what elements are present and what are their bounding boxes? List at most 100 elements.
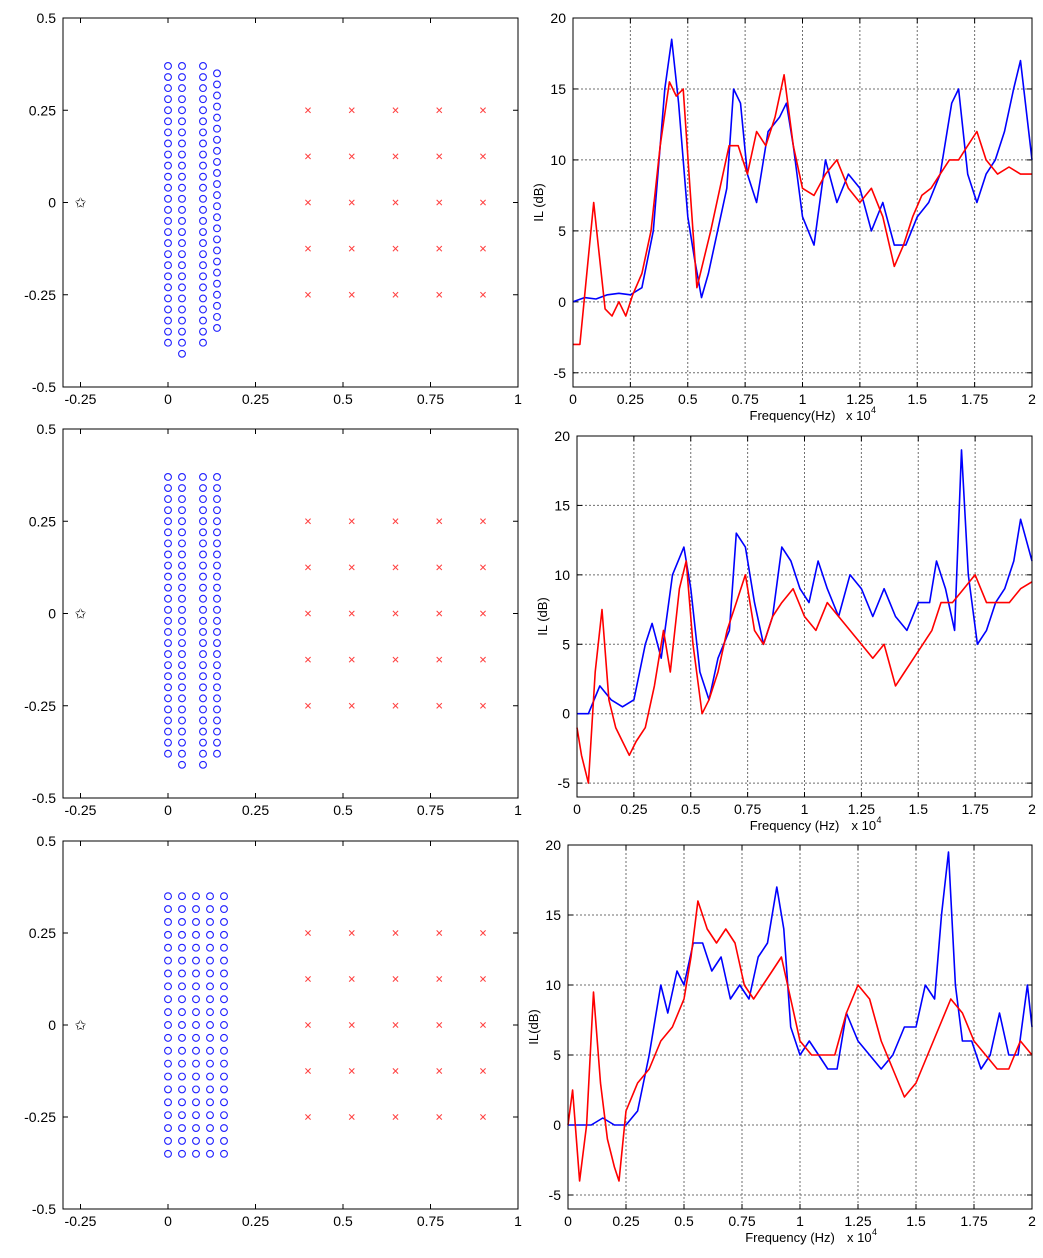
scatterer-point bbox=[164, 150, 172, 159]
scatterer-point bbox=[213, 191, 221, 200]
receiver-point bbox=[348, 1022, 355, 1028]
scatterer-point bbox=[178, 228, 186, 236]
y-tick-label: 0.5 bbox=[37, 833, 57, 849]
receiver-stroke bbox=[480, 153, 486, 160]
scatterer-point bbox=[220, 1059, 228, 1068]
scatterer-point bbox=[178, 1021, 186, 1029]
scatterer-point bbox=[220, 1111, 228, 1120]
scatterer-point bbox=[213, 69, 221, 78]
receiver-point bbox=[480, 1022, 486, 1028]
receiver-stroke bbox=[305, 564, 311, 571]
scatterer-point bbox=[199, 495, 207, 504]
scatterer-point bbox=[164, 892, 172, 901]
series-line-1 bbox=[568, 851, 1033, 1126]
receiver-stroke bbox=[348, 518, 355, 525]
scatterer-point bbox=[192, 1085, 200, 1094]
scatterer-point bbox=[178, 918, 186, 926]
receiver-point bbox=[436, 930, 443, 936]
receiver-stroke bbox=[348, 153, 355, 160]
receiver-stroke bbox=[348, 107, 355, 114]
scatterer-point bbox=[164, 905, 172, 914]
receiver-stroke bbox=[392, 564, 399, 571]
x-tick-label: 1 bbox=[799, 391, 807, 407]
scatterer-point bbox=[192, 1098, 200, 1107]
scatterer-point bbox=[178, 117, 186, 126]
receiver-point bbox=[305, 1114, 311, 1120]
y-tick-label: 0.25 bbox=[29, 925, 56, 941]
scatterer-point bbox=[199, 594, 207, 603]
receiver-stroke bbox=[305, 107, 311, 114]
scatterer-point bbox=[206, 1059, 214, 1068]
x-axis-label: Frequency(Hz) bbox=[750, 408, 836, 423]
receiver-point bbox=[480, 153, 486, 160]
y-tick-label: 0.5 bbox=[37, 10, 57, 26]
scatterer-point bbox=[178, 62, 186, 70]
scatterer-point bbox=[206, 1111, 214, 1120]
receiver-point bbox=[392, 702, 399, 709]
x-tick-label: 0 bbox=[573, 801, 581, 817]
scatterer-point bbox=[213, 246, 221, 255]
scatterer-point bbox=[164, 650, 172, 659]
receiver-point bbox=[348, 245, 355, 252]
receiver-stroke bbox=[436, 107, 443, 114]
y-tick-label: 5 bbox=[553, 1047, 561, 1063]
plot-frame bbox=[572, 17, 1033, 388]
receiver-point bbox=[480, 610, 486, 617]
scatterer-point bbox=[220, 995, 228, 1004]
receiver-point bbox=[305, 564, 311, 571]
scatterer-point bbox=[199, 694, 207, 703]
scatterer-point bbox=[164, 305, 172, 314]
scatterer-point bbox=[164, 506, 172, 515]
x-tick-label: 1.5 bbox=[908, 391, 928, 407]
panel-il-3: 0 0.25 0.5 0.75 1 1.25 1.5 1.75 2-505101520Frequ… bbox=[526, 837, 1036, 1245]
scatterer-point bbox=[213, 639, 221, 647]
scatterer-point bbox=[199, 683, 207, 692]
x-tick-label: 0.5 bbox=[678, 391, 698, 407]
receiver-point bbox=[436, 107, 443, 114]
scatterer-point bbox=[199, 749, 207, 758]
receiver-point bbox=[436, 702, 443, 709]
scatterer-point bbox=[164, 572, 172, 581]
scatterer-point bbox=[164, 327, 172, 336]
x-tick-label: 1 bbox=[796, 1213, 804, 1229]
series-line-2 bbox=[576, 560, 1033, 784]
scatterer-point bbox=[178, 930, 186, 939]
scatterer-point bbox=[199, 294, 207, 303]
scatterer-point bbox=[220, 918, 228, 926]
receiver-point bbox=[348, 291, 355, 298]
receiver-point bbox=[392, 1022, 399, 1028]
scatterer-point bbox=[213, 661, 221, 670]
receiver-stroke bbox=[436, 1114, 443, 1120]
scatterer-point bbox=[192, 930, 200, 939]
scatterer-point bbox=[178, 627, 186, 636]
scatterer-point bbox=[178, 1149, 186, 1158]
receiver-point bbox=[480, 564, 486, 571]
scatterer-point bbox=[199, 727, 207, 736]
scatterer-point bbox=[192, 905, 200, 914]
receiver-point bbox=[348, 610, 355, 617]
x-axis-multiplier: x 10 bbox=[847, 1230, 872, 1245]
receiver-stroke bbox=[305, 245, 311, 252]
scatterer-point bbox=[178, 1046, 186, 1055]
receiver-stroke bbox=[348, 199, 355, 206]
scatterer-point bbox=[178, 605, 186, 614]
scatterer-point bbox=[199, 261, 207, 270]
x-tick-label: 0.75 bbox=[734, 801, 761, 817]
scatterer-point bbox=[164, 1111, 172, 1120]
series-line-2 bbox=[567, 900, 1033, 1182]
scatterer-point bbox=[192, 969, 200, 978]
scatterer-point bbox=[164, 484, 172, 492]
scatterer-point bbox=[199, 705, 207, 714]
scatterer-point bbox=[164, 1124, 172, 1132]
scatterer-point bbox=[178, 1072, 186, 1081]
scatterer-point bbox=[199, 95, 207, 104]
scatterer-point bbox=[178, 194, 186, 203]
receiver-point bbox=[480, 1068, 486, 1074]
x-tick-label: 0.5 bbox=[681, 801, 701, 817]
scatterer-point bbox=[164, 1085, 172, 1094]
scatterer-point bbox=[220, 1098, 228, 1107]
scatterer-point bbox=[206, 1021, 214, 1029]
scatterer-point bbox=[164, 217, 172, 225]
scatterer-point bbox=[192, 1059, 200, 1068]
scatterer-point bbox=[206, 956, 214, 965]
